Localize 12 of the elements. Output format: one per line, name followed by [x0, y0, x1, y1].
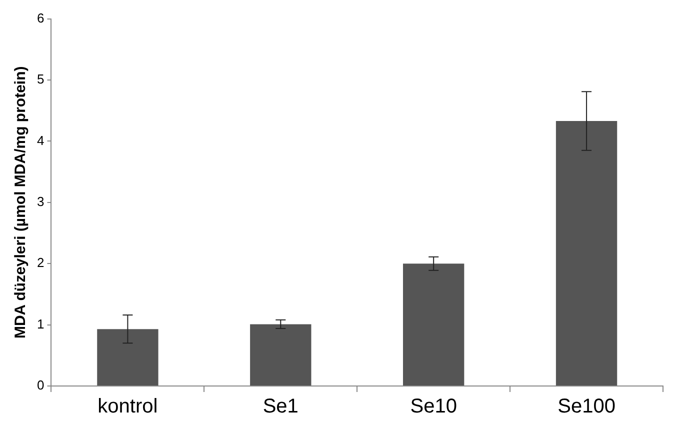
- y-tick-label: 5: [36, 72, 44, 87]
- y-tick-label: 4: [36, 132, 44, 148]
- x-tick-label: Se10: [410, 396, 457, 418]
- y-tick-label: 6: [36, 10, 44, 26]
- y-tick-label: 3: [36, 194, 44, 209]
- x-tick-label: Se1: [262, 396, 298, 418]
- y-tick-label: 2: [36, 255, 44, 270]
- x-tick-label: Se100: [558, 396, 616, 418]
- x-tick-label: kontrol: [98, 396, 158, 418]
- y-tick-label: 1: [36, 316, 44, 332]
- y-tick-label: 0: [36, 378, 44, 393]
- y-axis-title: MDA düzeyleri (µmol MDA/mg protein): [12, 66, 30, 339]
